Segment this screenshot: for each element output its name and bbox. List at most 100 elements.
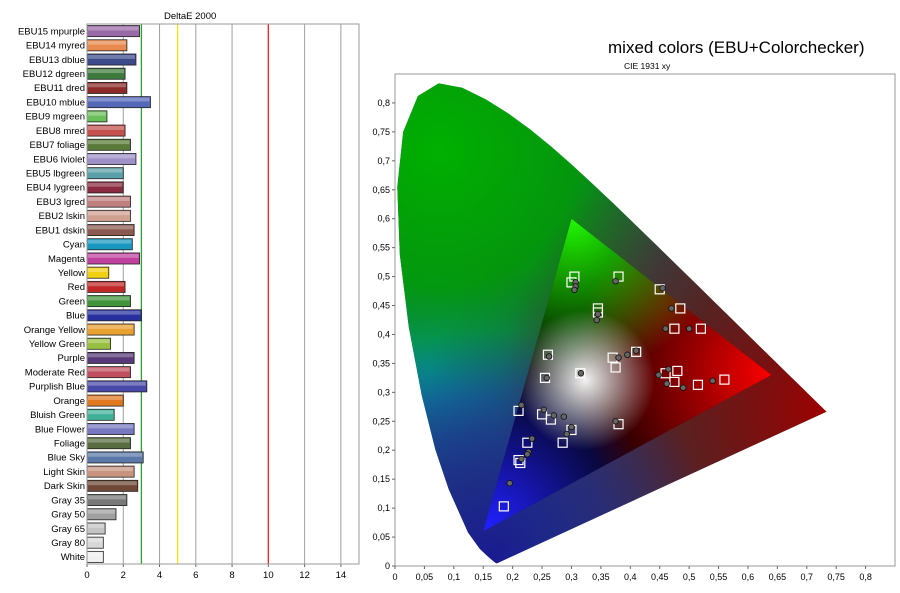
x-tick-label: 0,15 [474, 572, 492, 582]
category-label: Gray 65 [51, 524, 85, 535]
y-tick-label: 0,1 [377, 503, 390, 513]
bar-highlight [88, 495, 126, 500]
y-tick-label: 0,2 [377, 445, 390, 455]
target-square-marker [613, 419, 624, 430]
category-label: EBU8 mred [36, 126, 85, 137]
measured-circle-marker [665, 366, 672, 373]
measured-circle-marker [593, 316, 600, 324]
bar-highlight [88, 83, 126, 88]
category-label: Purplish Blue [29, 382, 85, 393]
bar-highlight [88, 239, 132, 244]
triangle-blend [483, 218, 772, 532]
bar-highlight [88, 481, 137, 486]
bar-highlight [88, 452, 143, 457]
bar-highlight [88, 211, 130, 216]
category-label: Orange [53, 396, 85, 407]
bar-highlight [88, 523, 105, 528]
target-square-marker [669, 323, 680, 334]
measured-circle-marker [518, 455, 525, 463]
measured-circle-marker [594, 311, 602, 318]
bar-highlight [88, 54, 135, 59]
bar-highlight [88, 367, 130, 372]
x-tick-label: 0,75 [827, 572, 845, 582]
bar-highlight [88, 296, 130, 301]
measured-circle-marker [663, 380, 670, 387]
measured-circle-marker [550, 412, 558, 419]
measured-circle-marker [506, 480, 513, 487]
bar-chart-title: DeltaE 2000 [164, 11, 216, 22]
x-tick-label: 0,3 [565, 572, 578, 582]
measured-circle-marker [668, 305, 675, 312]
y-tick-label: 0,5 [377, 272, 390, 282]
y-tick-label: 0,15 [372, 474, 390, 484]
category-label: Blue Sky [48, 453, 86, 464]
bar-highlight [88, 140, 130, 145]
measured-circle-marker [524, 451, 531, 458]
y-tick-label: 0,3 [377, 387, 390, 397]
measured-circle-marker [632, 347, 640, 354]
category-label: Red [68, 282, 85, 293]
bar-highlight [88, 324, 134, 329]
measured-circle-marker [624, 351, 631, 358]
bar-highlight [88, 168, 123, 173]
cie-chart-title: mixed colors (EBU+Colorchecker) [608, 38, 865, 57]
y-tick-label: 0,75 [372, 127, 390, 137]
category-label: Cyan [63, 240, 85, 251]
y-tick-label: 0,8 [377, 98, 390, 108]
measured-circle-marker [615, 354, 622, 361]
target-square-marker [672, 365, 683, 377]
triangle-whitepoint [483, 218, 772, 532]
category-label: EBU1 dskin [35, 225, 85, 236]
target-square-marker [631, 346, 642, 357]
x-tick-label: 2 [121, 570, 126, 581]
x-tick-label: 0,65 [769, 572, 787, 582]
measured-circle-marker [571, 286, 578, 294]
category-label: EBU9 mgreen [25, 112, 85, 123]
measured-circle-marker [568, 423, 575, 431]
bar-highlight [88, 126, 125, 130]
y-tick-label: 0 [385, 561, 390, 571]
bar-highlight [88, 396, 123, 400]
category-label: Moderate Red [25, 367, 85, 378]
measured-circle-marker [655, 371, 662, 379]
category-label: EBU14 myred [26, 41, 85, 52]
x-tick-label: 0,5 [683, 572, 696, 582]
target-square-marker [557, 437, 568, 448]
measured-circle-marker [612, 278, 619, 285]
x-tick-label: 12 [299, 570, 310, 581]
measured-circle-marker [680, 384, 687, 391]
x-tick-label: 6 [193, 570, 198, 581]
category-label: Foliage [54, 439, 85, 450]
x-tick-label: 0,45 [651, 572, 669, 582]
target-square-marker [669, 376, 680, 388]
target-square-marker [692, 379, 704, 390]
category-label: EBU6 lviolet [33, 154, 85, 165]
measured-circle-marker [540, 406, 548, 413]
delta-e-bar-chart: DeltaE 2000 EBU15 mpurple EBU14 myred EBU1… [18, 11, 360, 581]
category-label: Green [59, 296, 85, 307]
target-square-marker [575, 368, 586, 379]
category-label: Yellow Green [29, 339, 85, 350]
y-tick-label: 0,7 [377, 156, 390, 166]
category-label: Blue [66, 311, 85, 322]
bar-highlight [88, 339, 110, 344]
measured-circle-marker [577, 370, 585, 377]
measured-circle-marker [662, 325, 669, 332]
y-tick-label: 0,6 [377, 214, 390, 224]
category-label: Blue Flower [35, 424, 85, 435]
category-label: EBU11 dred [34, 83, 85, 94]
bar-highlight [88, 538, 103, 543]
category-label: EBU7 foliage [30, 140, 85, 151]
x-tick-label: 0,35 [592, 572, 610, 582]
target-square-marker [610, 362, 621, 373]
category-label: Magenta [48, 254, 86, 265]
category-label: Gray 50 [51, 510, 85, 521]
category-label: Bluish Green [30, 410, 85, 421]
x-tick-label: 0 [84, 570, 89, 581]
bar-highlight [88, 97, 150, 102]
bar-highlight [88, 282, 125, 287]
target-square-marker [719, 374, 730, 385]
measured-circle-marker [659, 284, 666, 292]
category-label: Purple [58, 353, 85, 364]
cie-chromaticity-chart: mixed colors (EBU+Colorchecker) CIE 1931… [372, 38, 896, 582]
